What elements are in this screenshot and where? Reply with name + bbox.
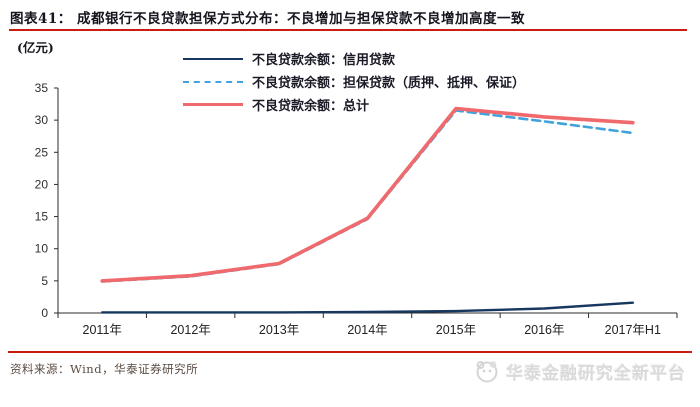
source-note: 资料来源：Wind，华泰证券研究所	[10, 362, 199, 376]
watermark: 华泰金融研究全新平台	[474, 358, 686, 384]
legend-label: 不良贷款余额：信用贷款	[252, 53, 396, 68]
svg-text:30: 30	[35, 113, 49, 127]
svg-text:25: 25	[35, 145, 49, 159]
title-divider	[9, 29, 687, 31]
line-swatch-dashed-blue-icon	[183, 80, 243, 83]
svg-text:2017年H1: 2017年H1	[605, 323, 661, 337]
svg-text:2016年: 2016年	[524, 323, 564, 337]
huatai-logo-icon	[476, 361, 498, 383]
svg-text:2012年: 2012年	[170, 323, 210, 337]
figure-title: 图表41： 成都银行不良贷款担保方式分布：不良增加与担保贷款不良增加高度一致	[10, 11, 525, 27]
svg-text:2013年: 2013年	[259, 323, 299, 337]
line-swatch-solid-red-icon	[183, 103, 243, 106]
svg-text:20: 20	[35, 177, 49, 191]
svg-text:2014年: 2014年	[347, 323, 387, 337]
legend-label: 不良贷款余额：担保贷款（质押、抵押、保证）	[252, 76, 526, 91]
legend-item-credit-loans: 不良贷款余额：信用贷款	[183, 47, 525, 70]
svg-text:5: 5	[41, 274, 48, 288]
legend-item-guaranteed-loans: 不良贷款余额：担保贷款（质押、抵押、保证）	[183, 70, 525, 93]
watermark-text: 华泰金融研究全新平台	[506, 363, 686, 384]
line-chart: 0 5 10 15 20 25 30 35 2011年 2012年 2013年 2014年 2015年 2…	[35, 81, 678, 337]
svg-text:2011年: 2011年	[83, 323, 122, 337]
legend-item-total: 不良贷款余额：总计	[183, 93, 525, 116]
svg-text:0: 0	[41, 306, 48, 320]
footer-divider	[8, 351, 692, 353]
svg-text:15: 15	[35, 210, 49, 224]
svg-text:2015年: 2015年	[436, 323, 476, 337]
chart-legend: 不良贷款余额：信用贷款 不良贷款余额：担保贷款（质押、抵押、保证） 不良贷款余额…	[183, 47, 525, 116]
svg-text:10: 10	[35, 242, 49, 256]
legend-label: 不良贷款余额：总计	[252, 99, 370, 114]
line-swatch-solid-navy-icon	[183, 57, 243, 60]
y-axis-unit-label: (亿元)	[17, 40, 54, 55]
svg-text:35: 35	[35, 81, 49, 95]
